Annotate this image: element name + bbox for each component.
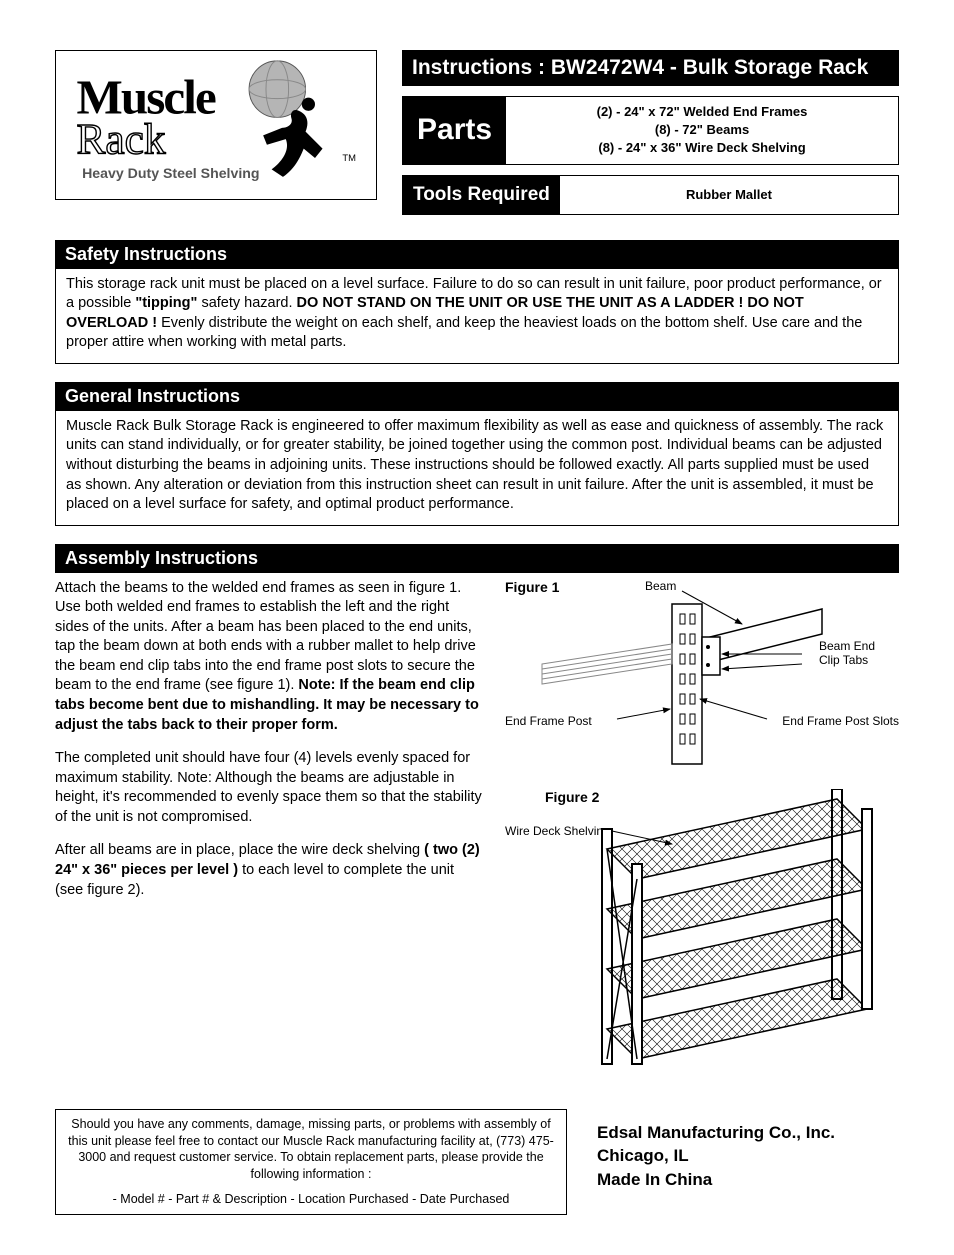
parts-label: Parts bbox=[403, 97, 506, 164]
assembly-content: Attach the beams to the welded end frame… bbox=[55, 573, 899, 1099]
manufacturer-block: Edsal Manufacturing Co., Inc. Chicago, I… bbox=[597, 1109, 835, 1192]
contact-text: Should you have any comments, damage, mi… bbox=[66, 1116, 556, 1184]
tools-label: Tools Required bbox=[403, 176, 560, 214]
safety-text-e: Evenly distribute the weight on each she… bbox=[66, 315, 862, 351]
svg-text:Rack: Rack bbox=[76, 115, 165, 163]
title-bar: Instructions : BW2472W4 - Bulk Storage R… bbox=[402, 50, 899, 86]
figure-2: Figure 2 Wire Deck Shelving bbox=[505, 789, 899, 1099]
footer-row: Should you have any comments, damage, mi… bbox=[55, 1109, 899, 1215]
fig1-diagram bbox=[505, 579, 899, 779]
tools-content: Rubber Mallet bbox=[560, 176, 898, 214]
fig2-diagram bbox=[505, 789, 899, 1099]
general-body: Muscle Rack Bulk Storage Rack is enginee… bbox=[55, 411, 899, 526]
header-row: Muscle Rack TM Heavy Duty Steel Shelving… bbox=[55, 50, 899, 215]
parts-list: (2) - 24" x 72" Welded End Frames (8) - … bbox=[506, 97, 898, 164]
page: Muscle Rack TM Heavy Duty Steel Shelving… bbox=[0, 0, 954, 1255]
safety-header: Safety Instructions bbox=[55, 240, 899, 269]
assembly-text-column: Attach the beams to the welded end frame… bbox=[55, 579, 485, 1099]
muscle-rack-logo: Muscle Rack TM Heavy Duty Steel Shelving bbox=[64, 59, 368, 191]
contact-fields: - Model # - Part # & Description - Locat… bbox=[66, 1191, 556, 1208]
mfg-line1: Edsal Manufacturing Co., Inc. bbox=[597, 1121, 835, 1145]
mfg-line3: Made In China bbox=[597, 1168, 835, 1192]
assembly-p3a: After all beams are in place, place the … bbox=[55, 842, 424, 858]
safety-text-c: safety hazard. bbox=[201, 295, 296, 311]
figures-column: Figure 1 Beam Beam End Clip Tabs End Fra… bbox=[505, 579, 899, 1099]
svg-text:Heavy Duty Steel Shelving: Heavy Duty Steel Shelving bbox=[82, 165, 259, 181]
svg-text:TM: TM bbox=[342, 152, 356, 163]
general-header: General Instructions bbox=[55, 382, 899, 411]
header-right: Instructions : BW2472W4 - Bulk Storage R… bbox=[402, 50, 899, 215]
contact-box: Should you have any comments, damage, mi… bbox=[55, 1109, 567, 1215]
figure-1: Figure 1 Beam Beam End Clip Tabs End Fra… bbox=[505, 579, 899, 779]
safety-body: This storage rack unit must be placed on… bbox=[55, 269, 899, 364]
tools-row: Tools Required Rubber Mallet bbox=[402, 175, 899, 215]
parts-line3: (8) - 24" x 36" Wire Deck Shelving bbox=[598, 140, 805, 155]
mfg-line2: Chicago, IL bbox=[597, 1144, 835, 1168]
safety-text-b: "tipping" bbox=[135, 295, 197, 311]
logo-box: Muscle Rack TM Heavy Duty Steel Shelving bbox=[55, 50, 377, 200]
parts-row: Parts (2) - 24" x 72" Welded End Frames … bbox=[402, 96, 899, 165]
assembly-header: Assembly Instructions bbox=[55, 544, 899, 573]
parts-line2: (8) - 72" Beams bbox=[655, 122, 749, 137]
assembly-p2: The completed unit should have four (4) … bbox=[55, 749, 485, 827]
parts-line1: (2) - 24" x 72" Welded End Frames bbox=[597, 104, 808, 119]
